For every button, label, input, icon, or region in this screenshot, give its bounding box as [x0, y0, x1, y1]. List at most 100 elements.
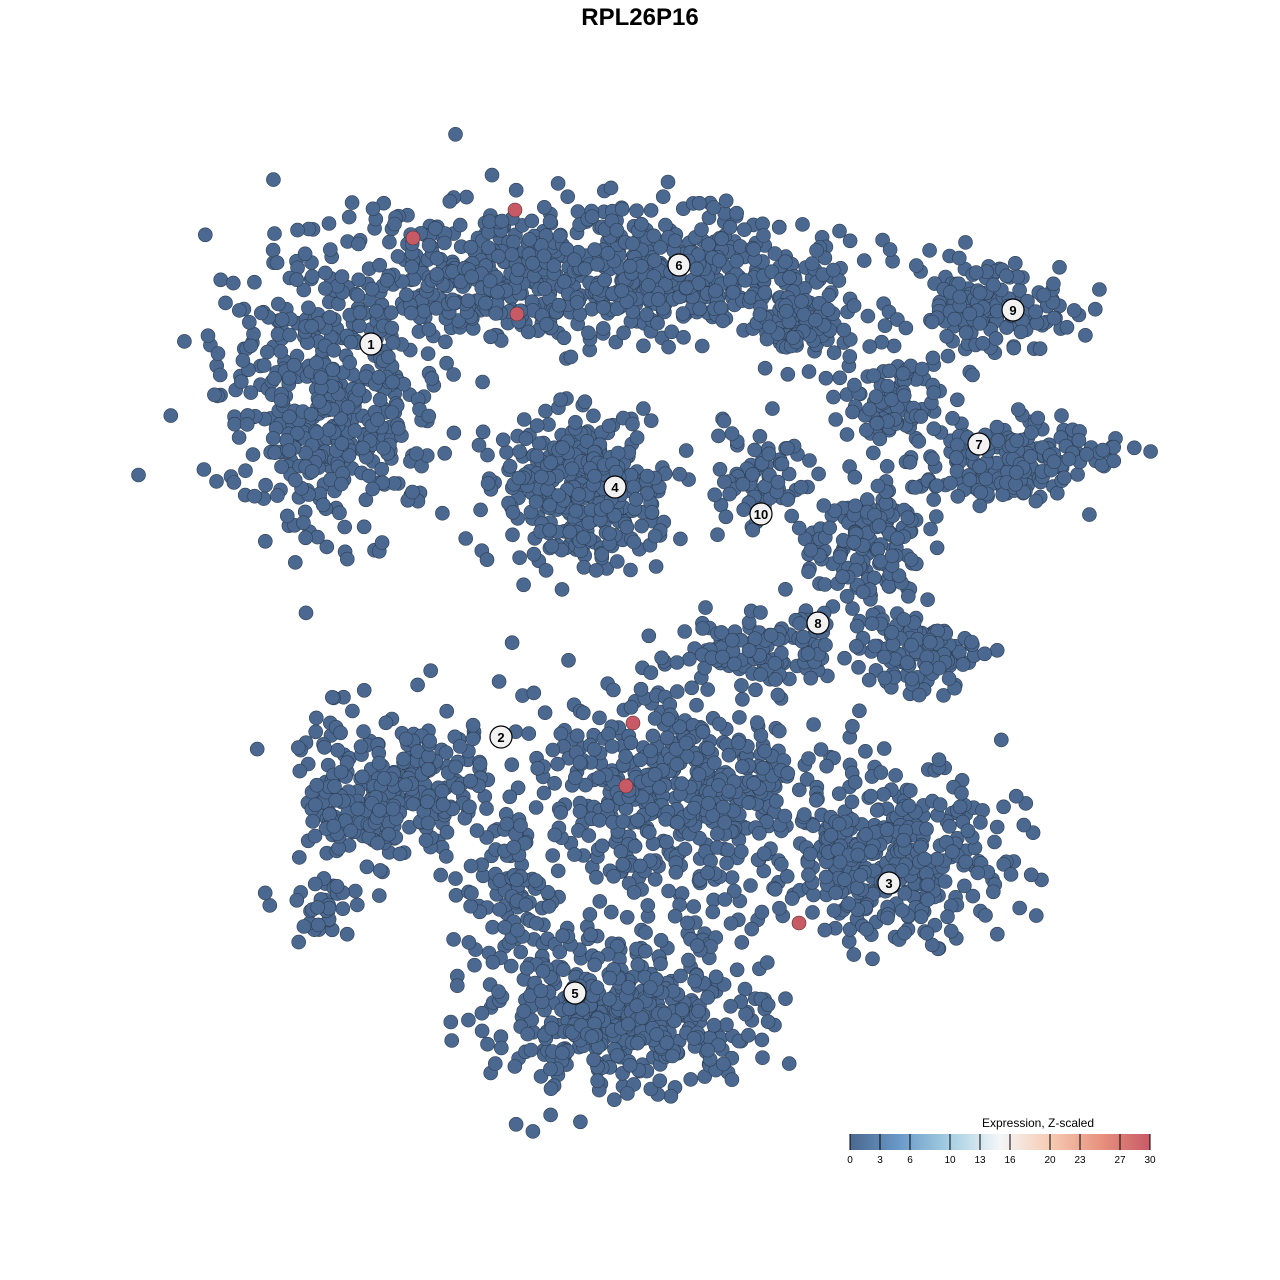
data-point — [504, 757, 520, 773]
data-point — [718, 509, 734, 525]
data-point — [780, 366, 796, 382]
data-point — [291, 934, 307, 950]
data-point — [618, 749, 633, 764]
data-point — [795, 629, 811, 645]
data-point — [257, 885, 273, 901]
data-point — [446, 425, 462, 441]
data-point — [762, 319, 777, 335]
data-point — [528, 873, 544, 888]
data-point — [794, 294, 809, 309]
data-point — [273, 392, 289, 408]
data-point — [446, 932, 461, 947]
data-point — [553, 392, 568, 408]
data-point — [763, 627, 779, 643]
data-point — [826, 389, 841, 405]
data-point — [919, 821, 934, 837]
data-point — [1032, 341, 1048, 357]
data-point — [536, 248, 552, 264]
data-point — [653, 932, 669, 948]
data-point — [266, 172, 281, 187]
data-point — [940, 909, 955, 925]
data-point — [931, 752, 947, 768]
data-point — [817, 922, 833, 938]
data-point — [929, 851, 945, 867]
data-point — [327, 779, 342, 794]
data-point — [832, 370, 848, 386]
data-point — [482, 214, 497, 229]
data-point — [922, 243, 937, 258]
data-point — [510, 922, 525, 938]
data-point — [529, 916, 544, 931]
data-point — [461, 1012, 476, 1028]
data-point — [589, 980, 605, 995]
data-point — [347, 423, 363, 438]
data-point — [848, 638, 864, 654]
data-point — [602, 970, 618, 986]
data-point — [350, 288, 366, 303]
data-point — [232, 303, 247, 318]
data-point — [989, 642, 1005, 658]
data-point — [458, 531, 474, 546]
data-point — [777, 808, 793, 824]
data-point — [691, 1003, 706, 1019]
data-point — [985, 884, 1001, 900]
data-point — [1003, 867, 1019, 882]
data-point — [245, 447, 261, 462]
data-point — [439, 824, 455, 840]
data-point — [952, 289, 968, 305]
data-point — [837, 872, 852, 887]
data-point — [770, 474, 786, 490]
data-point — [446, 367, 461, 382]
data-point — [898, 320, 914, 336]
data-point — [625, 236, 640, 251]
data-point — [479, 801, 494, 816]
data-point — [850, 880, 865, 896]
data-point — [370, 412, 385, 427]
data-point — [870, 541, 886, 557]
data-point — [1052, 259, 1067, 275]
data-point — [846, 298, 862, 314]
data-point — [888, 768, 903, 783]
data-point — [831, 816, 847, 832]
data-point — [491, 248, 506, 264]
data-point — [765, 401, 780, 416]
data-point — [780, 765, 796, 781]
data-point — [591, 770, 607, 785]
data-point — [970, 865, 986, 881]
data-point — [567, 770, 583, 786]
data-point — [209, 474, 224, 489]
data-point — [434, 783, 450, 799]
data-point — [569, 295, 585, 310]
cluster-label-2: 2 — [489, 725, 513, 749]
cluster-label-text: 8 — [814, 616, 821, 631]
legend-tick-label: 10 — [944, 1155, 956, 1166]
data-point — [520, 324, 536, 340]
data-point — [559, 241, 575, 257]
data-point — [865, 445, 881, 461]
data-point — [715, 313, 731, 329]
data-point — [817, 577, 833, 592]
data-point — [355, 440, 371, 456]
data-point — [538, 563, 554, 578]
data-point — [587, 468, 602, 484]
data-point — [334, 269, 350, 284]
data-point — [700, 865, 716, 881]
data-point — [841, 896, 856, 911]
data-point — [647, 767, 663, 782]
data-point — [1030, 410, 1046, 426]
data-point — [622, 258, 638, 274]
data-point — [525, 1124, 541, 1139]
data-point — [972, 316, 988, 331]
data-point — [717, 815, 733, 830]
data-point — [577, 394, 593, 410]
data-point — [622, 1058, 638, 1073]
data-point — [816, 498, 832, 513]
data-point — [674, 776, 690, 791]
data-point — [416, 303, 432, 319]
data-point — [752, 428, 768, 444]
data-point — [544, 1021, 560, 1036]
data-point — [890, 531, 905, 546]
data-point — [926, 421, 942, 437]
data-point — [707, 487, 723, 503]
data-point — [884, 548, 900, 564]
